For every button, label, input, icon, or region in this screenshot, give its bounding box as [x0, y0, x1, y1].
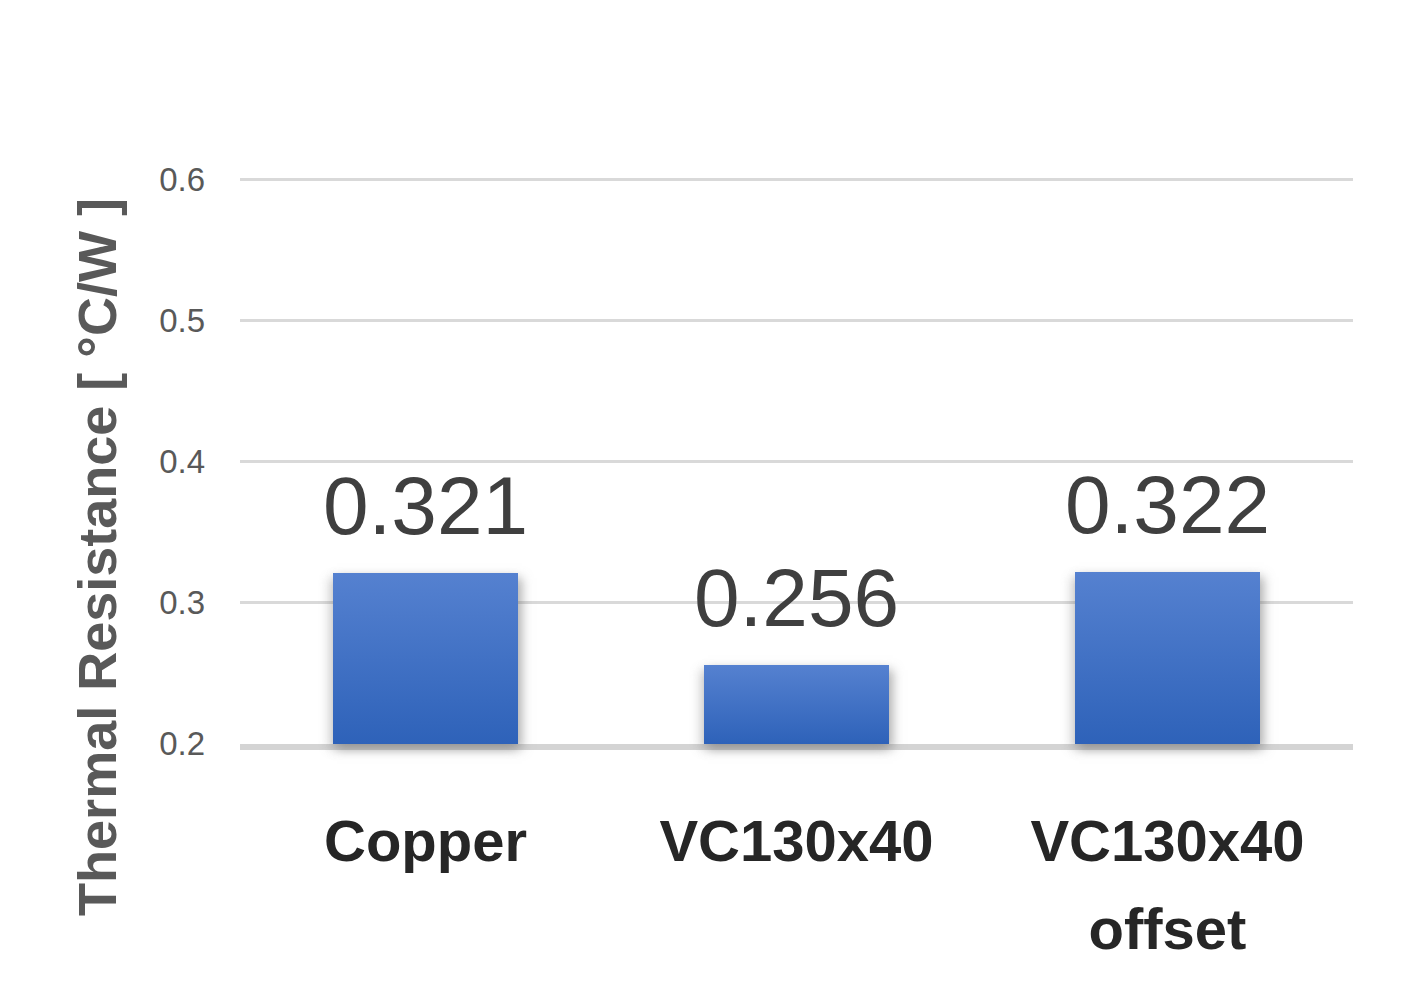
y-axis-title: Thermal Resistance [ °C/W ] — [69, 162, 125, 952]
value-label-vc130x40: 0.256 — [611, 543, 982, 653]
x-category-label-copper: Copper — [240, 797, 611, 885]
value-label-copper: 0.321 — [240, 451, 611, 561]
x-category-label-vc130x40: VC130x40 — [611, 797, 982, 885]
x-axis-baseline — [240, 744, 1353, 750]
y-tick-label: 0.5 — [60, 297, 205, 345]
y-tick-label: 0.2 — [60, 720, 205, 768]
x-category-label-vc130x40-offset: VC130x40 offset — [982, 797, 1353, 973]
bar-vc130x40-offset — [1075, 572, 1260, 744]
value-label-vc130x40-offset: 0.322 — [982, 450, 1353, 560]
y-tick-label: 0.6 — [60, 156, 205, 204]
gridline — [240, 178, 1353, 181]
bar-copper — [333, 573, 518, 744]
bar-vc130x40 — [704, 665, 889, 744]
bar-chart: Thermal Resistance [ °C/W ] 0.2 0.3 0.4 0.5… — [0, 0, 1404, 1002]
gridline — [240, 319, 1353, 322]
y-tick-label: 0.3 — [60, 579, 205, 627]
y-tick-label: 0.4 — [60, 438, 205, 486]
